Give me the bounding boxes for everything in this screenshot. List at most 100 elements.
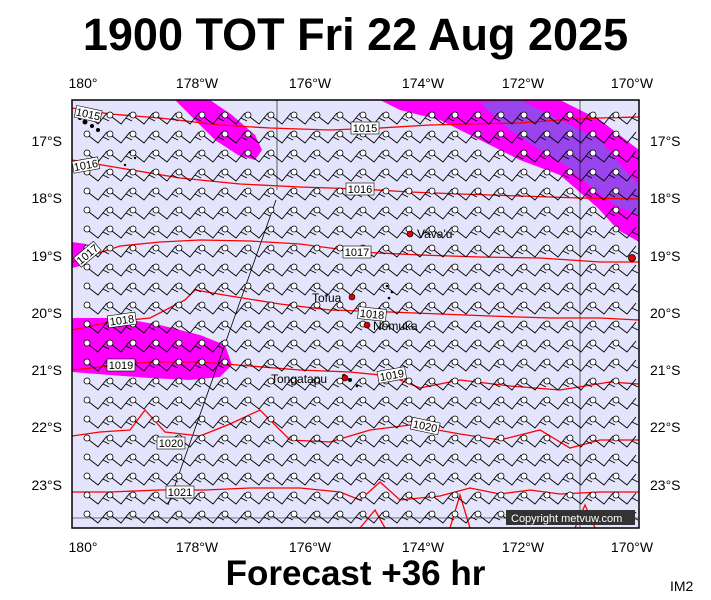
svg-text:1017: 1017 bbox=[345, 247, 369, 259]
wind-barb bbox=[543, 301, 570, 315]
wind-barb bbox=[451, 168, 478, 182]
wind-barb bbox=[267, 282, 294, 296]
wind-barb bbox=[566, 111, 593, 125]
wind-barb bbox=[290, 396, 317, 410]
wind-barb bbox=[520, 225, 547, 239]
wind-barb bbox=[313, 149, 340, 163]
lon-tick: 174°W bbox=[402, 75, 445, 91]
wind-barb bbox=[290, 187, 317, 201]
wind-barb bbox=[106, 187, 133, 201]
wind-barb bbox=[152, 111, 179, 125]
wind-barb bbox=[451, 301, 478, 315]
wind-barb bbox=[520, 187, 547, 201]
wind-barb bbox=[474, 339, 501, 353]
wind-barb bbox=[451, 149, 478, 163]
wind-barb bbox=[474, 434, 501, 448]
wind-barb bbox=[106, 453, 133, 467]
wind-barb bbox=[106, 282, 133, 296]
wind-barb bbox=[566, 225, 593, 239]
wind-barb bbox=[129, 510, 156, 524]
wind-barb bbox=[428, 168, 455, 182]
wind-barb bbox=[198, 453, 225, 467]
wind-barb bbox=[405, 168, 432, 182]
wind-barb bbox=[267, 244, 294, 258]
wind-barb bbox=[520, 130, 547, 144]
wind-barb bbox=[221, 187, 248, 201]
copyright-badge: Copyright metvuw.com bbox=[506, 510, 635, 525]
wind-barb bbox=[290, 301, 317, 315]
wind-barb bbox=[267, 301, 294, 315]
wind-barb bbox=[244, 396, 271, 410]
wind-barb bbox=[405, 263, 432, 277]
wind-barb bbox=[359, 358, 386, 372]
wind-barb bbox=[451, 263, 478, 277]
wind-barb bbox=[451, 377, 478, 391]
wind-barb bbox=[313, 320, 340, 334]
wind-barb bbox=[175, 472, 202, 486]
wind-barb bbox=[106, 510, 133, 524]
wind-barb bbox=[382, 244, 409, 258]
wind-barb bbox=[589, 377, 616, 391]
wind-barb bbox=[359, 339, 386, 353]
isobar-label: 1015 bbox=[73, 105, 103, 123]
wind-barb bbox=[382, 434, 409, 448]
wind-barb bbox=[566, 244, 593, 258]
town-marker bbox=[348, 293, 356, 301]
wind-barb bbox=[290, 453, 317, 467]
wind-barb bbox=[359, 225, 386, 239]
wind-barb bbox=[520, 111, 547, 125]
wind-barb bbox=[175, 358, 202, 372]
wind-barb bbox=[244, 168, 271, 182]
wind-barb bbox=[221, 415, 248, 429]
wind-barb bbox=[83, 282, 110, 296]
wind-barb bbox=[612, 149, 639, 163]
wind-barb bbox=[382, 206, 409, 220]
lat-tick: 22°S bbox=[650, 419, 681, 435]
wind-barb bbox=[221, 282, 248, 296]
wind-barb bbox=[336, 206, 363, 220]
wind-barb bbox=[152, 282, 179, 296]
wind-barb bbox=[428, 130, 455, 144]
wind-barb bbox=[428, 111, 455, 125]
wind-barb bbox=[382, 130, 409, 144]
wind-barb bbox=[244, 282, 271, 296]
wind-barb bbox=[543, 282, 570, 296]
wind-barb bbox=[290, 130, 317, 144]
wind-barb bbox=[244, 130, 271, 144]
wind-barb bbox=[244, 301, 271, 315]
wind-barb bbox=[543, 415, 570, 429]
wind-barb bbox=[267, 149, 294, 163]
wind-barb bbox=[267, 187, 294, 201]
wind-barb bbox=[543, 111, 570, 125]
wind-barb bbox=[221, 301, 248, 315]
wind-barb bbox=[589, 130, 616, 144]
wind-barb bbox=[451, 510, 478, 524]
wind-barb bbox=[497, 320, 524, 334]
wind-barb bbox=[313, 206, 340, 220]
wind-barb bbox=[336, 434, 363, 448]
lat-tick: 17°S bbox=[650, 133, 681, 149]
wind-barb bbox=[566, 263, 593, 277]
wind-barb bbox=[198, 301, 225, 315]
wind-barb bbox=[543, 320, 570, 334]
wind-barb bbox=[313, 396, 340, 410]
wind-barb bbox=[313, 301, 340, 315]
wind-barb bbox=[405, 187, 432, 201]
wind-barb bbox=[520, 434, 547, 448]
isobar-label: 1021 bbox=[165, 485, 195, 499]
wind-barb bbox=[313, 168, 340, 182]
wind-barb bbox=[520, 320, 547, 334]
wind-barb bbox=[336, 225, 363, 239]
wind-barb bbox=[474, 472, 501, 486]
wind-barb bbox=[152, 149, 179, 163]
longitude-axis-top: 180° 178°W 176°W 174°W 172°W 170°W bbox=[69, 75, 654, 91]
wind-barb bbox=[428, 453, 455, 467]
wind-barb bbox=[520, 301, 547, 315]
wind-barb bbox=[451, 453, 478, 467]
wind-barb bbox=[336, 453, 363, 467]
wind-barb bbox=[198, 396, 225, 410]
wind-barb bbox=[497, 130, 524, 144]
wind-barb bbox=[129, 187, 156, 201]
wind-barb bbox=[520, 244, 547, 258]
wind-barb bbox=[497, 415, 524, 429]
